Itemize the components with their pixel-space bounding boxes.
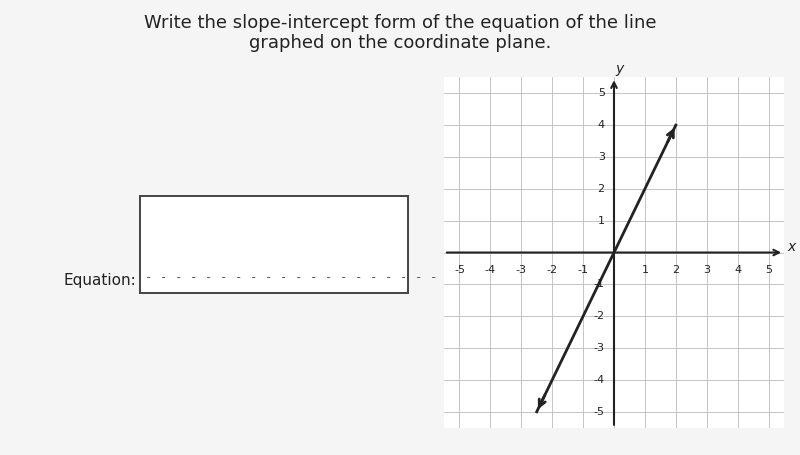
Text: -2: -2 [546, 265, 558, 275]
Text: 5: 5 [598, 88, 605, 98]
Text: -1: -1 [578, 265, 589, 275]
Text: 2: 2 [672, 265, 679, 275]
Text: y: y [615, 62, 624, 76]
Text: -1: -1 [594, 279, 605, 289]
Text: -4: -4 [485, 265, 496, 275]
Text: -4: -4 [594, 375, 605, 385]
Text: Equation:: Equation: [63, 273, 136, 288]
Text: -2: -2 [594, 311, 605, 321]
Text: - - - - - - - - - - - - - - - - - - - - - -: - - - - - - - - - - - - - - - - - - - - … [146, 271, 468, 284]
Text: 3: 3 [598, 152, 605, 162]
Text: 1: 1 [598, 216, 605, 226]
Text: x: x [787, 240, 795, 254]
Text: -3: -3 [516, 265, 526, 275]
Text: 5: 5 [765, 265, 772, 275]
Text: 4: 4 [734, 265, 741, 275]
Text: 1: 1 [642, 265, 649, 275]
Text: 2: 2 [598, 184, 605, 194]
Text: -5: -5 [454, 265, 465, 275]
Text: -3: -3 [594, 343, 605, 353]
Text: 3: 3 [703, 265, 710, 275]
Text: Write the slope-intercept form of the equation of the line
graphed on the coordi: Write the slope-intercept form of the eq… [144, 14, 656, 52]
Text: 4: 4 [598, 120, 605, 130]
Text: -5: -5 [594, 407, 605, 417]
